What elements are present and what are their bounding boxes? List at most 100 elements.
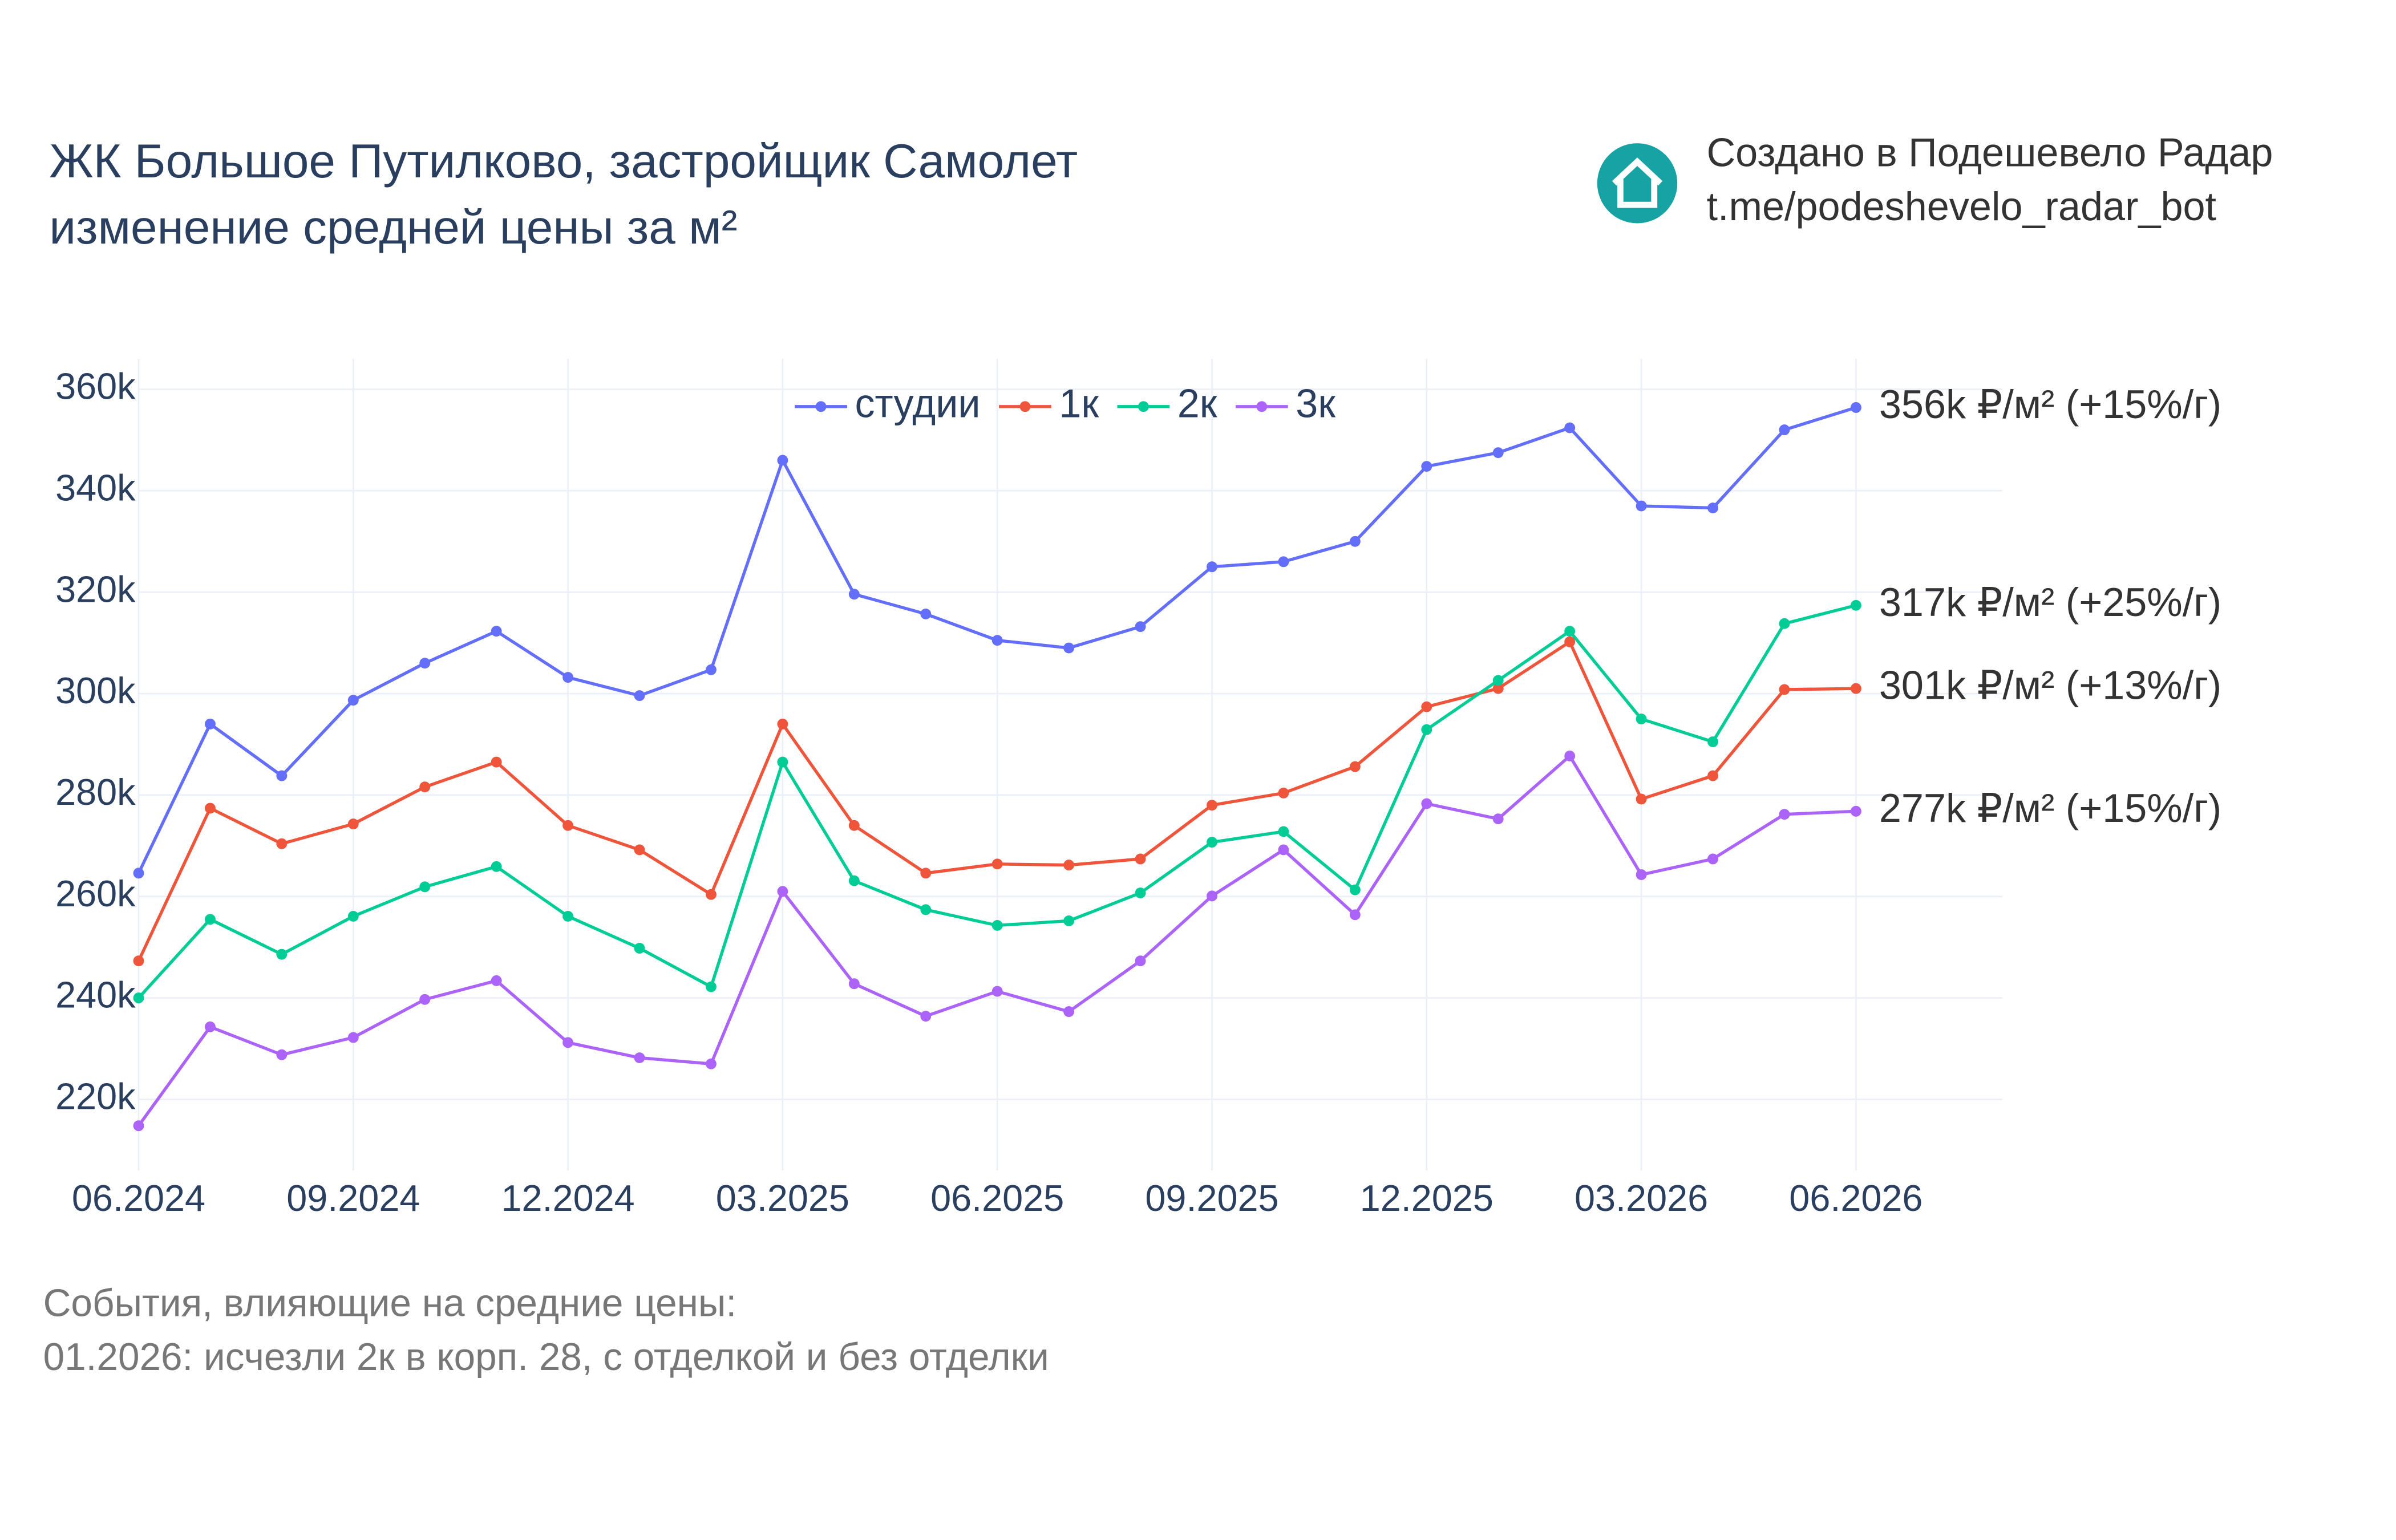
point [276, 1049, 288, 1060]
notes-line: 01.2026: исчезли 2к в корп. 28, с отделк… [43, 1336, 1049, 1379]
point [777, 756, 788, 768]
point [491, 626, 502, 637]
point [1421, 798, 1432, 809]
point [1707, 502, 1718, 514]
point [562, 910, 574, 922]
point [562, 820, 574, 831]
point [419, 658, 431, 669]
point [1492, 813, 1504, 825]
point [276, 949, 288, 960]
point [920, 904, 932, 915]
point [347, 695, 359, 706]
point [706, 664, 717, 675]
credit-line: Создано в Подешевело Радар [1707, 129, 2273, 175]
notes-heading: События, влияющие на средние цены: [43, 1282, 737, 1324]
point [1850, 599, 1861, 611]
point [204, 803, 216, 814]
point [1636, 500, 1647, 512]
point [777, 718, 788, 730]
point [419, 994, 431, 1005]
y-tick-label: 300k [55, 670, 136, 711]
point [991, 635, 1003, 646]
point [1063, 642, 1075, 654]
x-tick-label: 06.2026 [1789, 1177, 1923, 1219]
point [347, 818, 359, 830]
point [777, 886, 788, 897]
point [1850, 805, 1861, 817]
point [1779, 424, 1790, 436]
point [133, 955, 144, 967]
point [347, 910, 359, 922]
point [991, 920, 1003, 931]
y-tick-label: 220k [55, 1076, 136, 1117]
point [1779, 618, 1790, 629]
point [1135, 955, 1146, 967]
end-label: 301k ₽/м² (+13%/г) [1879, 663, 2221, 708]
point [848, 589, 860, 600]
point [848, 820, 860, 831]
point [1850, 402, 1861, 413]
point [1564, 636, 1576, 647]
point [706, 1058, 717, 1069]
y-tick-label: 280k [55, 771, 136, 813]
point [1636, 869, 1647, 880]
point [1421, 724, 1432, 735]
point [634, 943, 645, 954]
point [1421, 701, 1432, 712]
point [991, 986, 1003, 997]
point [1278, 826, 1289, 837]
point [1063, 860, 1075, 871]
legend-swatch [815, 401, 827, 412]
x-tick-label: 03.2026 [1575, 1177, 1708, 1219]
point [1707, 736, 1718, 747]
grid [137, 359, 2002, 1170]
point [204, 718, 216, 730]
x-tick-label: 06.2024 [72, 1177, 205, 1219]
point [1492, 683, 1504, 694]
legend-swatch [1138, 401, 1149, 412]
point [634, 844, 645, 856]
point [1135, 621, 1146, 633]
point [1492, 447, 1504, 459]
point [1779, 809, 1790, 820]
legend-label: 1к [1059, 380, 1099, 425]
point [419, 781, 431, 793]
end-label: 356k ₽/м² (+15%/г) [1879, 382, 2221, 427]
point [347, 1032, 359, 1043]
point [562, 1037, 574, 1048]
point [419, 881, 431, 893]
point [920, 608, 932, 619]
point [1135, 887, 1146, 898]
point [1564, 422, 1576, 433]
credit-link: t.me/podeshevelo_radar_bot [1707, 184, 2217, 229]
point [848, 978, 860, 990]
point [1207, 561, 1217, 573]
chart-subtitle: изменение средней цены за м² [49, 200, 737, 254]
point [634, 690, 645, 702]
y-tick-label: 320k [55, 568, 136, 610]
point [1207, 800, 1217, 811]
point [1063, 1006, 1075, 1018]
x-tick-label: 12.2025 [1360, 1177, 1494, 1219]
point [920, 868, 932, 879]
y-tick-label: 240k [55, 974, 136, 1016]
x-tick-label: 06.2025 [930, 1177, 1064, 1219]
point [562, 672, 574, 683]
point [491, 975, 502, 986]
point [1278, 844, 1289, 856]
y-tick-label: 340k [55, 467, 136, 508]
point [1564, 626, 1576, 637]
point [1850, 683, 1861, 694]
y-tick-label: 360k [55, 366, 136, 407]
point [1421, 461, 1432, 472]
point [276, 770, 288, 781]
point [1278, 787, 1289, 799]
x-tick-label: 09.2025 [1145, 1177, 1278, 1219]
point [634, 1052, 645, 1064]
point [1564, 750, 1576, 761]
point [920, 1011, 932, 1022]
chart-title: ЖК Большое Путилково, застройщик Самолет [49, 134, 1078, 188]
point [1492, 675, 1504, 686]
